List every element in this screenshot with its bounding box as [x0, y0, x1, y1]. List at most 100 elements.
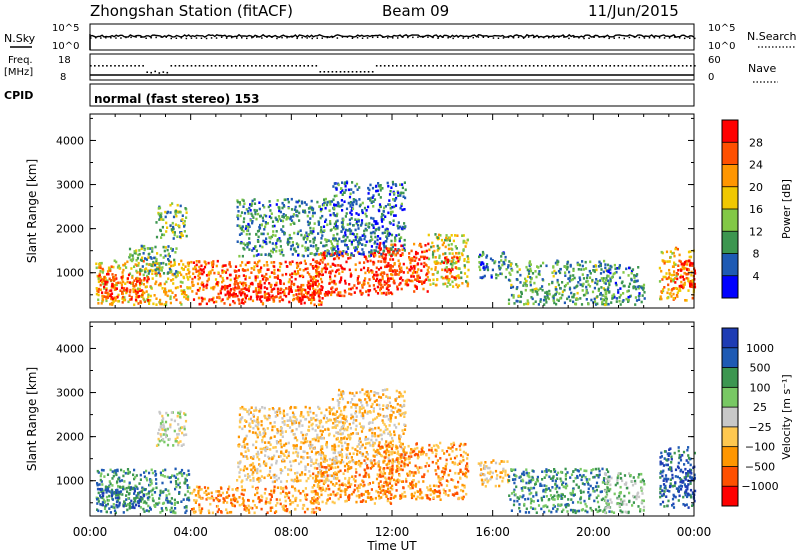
data-cell [658, 280, 662, 283]
data-cell [462, 239, 465, 243]
data-cell [271, 250, 274, 254]
data-cell [378, 209, 381, 213]
data-cell [604, 266, 607, 270]
data-cell [248, 511, 251, 514]
data-cell [673, 261, 676, 265]
data-cell [191, 277, 194, 281]
data-cell [604, 263, 607, 266]
data-cell [297, 489, 300, 493]
data-cell [323, 253, 326, 257]
data-cell [383, 206, 386, 210]
data-cell [193, 488, 196, 492]
data-cell [151, 488, 154, 492]
data-cell [310, 252, 313, 255]
data-cell [257, 452, 260, 456]
data-cell [318, 292, 321, 295]
data-cell [309, 500, 312, 503]
data-cell [158, 268, 161, 272]
data-cell [284, 495, 287, 499]
data-cell [106, 502, 109, 506]
data-cell [458, 276, 461, 280]
data-cell [606, 279, 609, 283]
data-cell [236, 294, 239, 298]
data-cell [397, 194, 400, 197]
nave-point [259, 65, 261, 67]
data-cell [258, 207, 261, 211]
data-cell [180, 273, 183, 277]
data-cell [523, 303, 526, 306]
data-cell [340, 199, 343, 202]
data-cell [361, 234, 364, 237]
data-cell [297, 230, 300, 234]
data-cell [678, 259, 681, 263]
data-cell [114, 496, 117, 500]
data-cell [293, 270, 296, 273]
data-cell [605, 299, 608, 302]
data-cell [137, 295, 140, 299]
data-cell [261, 435, 264, 439]
nsearch-point [603, 36, 605, 39]
data-cell [478, 255, 481, 259]
data-cell [129, 253, 132, 256]
data-cell [184, 419, 188, 423]
data-cell [124, 262, 127, 265]
data-cell [152, 262, 155, 265]
data-cell [432, 282, 435, 285]
data-cell [140, 281, 143, 285]
data-cell [363, 255, 366, 258]
data-cell [498, 266, 501, 269]
nave-point [182, 65, 185, 67]
data-cell [660, 250, 663, 254]
data-cell [354, 228, 357, 232]
data-cell [183, 292, 186, 296]
colorbar-segment [722, 253, 738, 277]
data-cell [379, 184, 382, 187]
colorbar-tick-label: 8 [753, 248, 760, 261]
data-cell [277, 215, 281, 218]
data-cell [279, 455, 282, 458]
data-cell [180, 259, 183, 263]
data-cell [250, 212, 253, 216]
data-cell [318, 272, 321, 276]
data-cell [309, 282, 312, 286]
data-cell [185, 479, 188, 482]
data-cell [582, 268, 586, 271]
data-cell [378, 251, 381, 254]
data-cell [693, 285, 697, 289]
data-cell [396, 287, 399, 291]
data-cell [607, 269, 610, 273]
data-cell [302, 236, 305, 240]
data-cell [122, 485, 125, 489]
data-cell [332, 237, 335, 240]
data-cell [291, 411, 295, 415]
data-cell [320, 489, 323, 493]
data-cell [324, 251, 327, 254]
data-cell [273, 476, 276, 479]
data-cell [295, 293, 298, 296]
nsearch-point [538, 36, 540, 39]
data-cell [668, 292, 671, 296]
data-cell [336, 225, 339, 229]
data-cell [257, 271, 260, 274]
data-cell [135, 295, 138, 299]
data-cell [329, 213, 332, 217]
data-cell [335, 220, 338, 224]
data-cell [287, 280, 290, 284]
data-cell [426, 268, 429, 272]
data-cell [277, 476, 280, 480]
data-cell [121, 295, 125, 299]
data-cell [339, 264, 342, 267]
data-cell [351, 207, 355, 211]
nave-point [416, 65, 418, 67]
data-cell [240, 453, 243, 456]
data-cell [539, 264, 542, 268]
data-cell [159, 214, 162, 218]
data-cell [422, 255, 425, 259]
data-cell [175, 275, 178, 278]
data-cell [117, 490, 120, 494]
data-cell [162, 233, 166, 237]
data-cell [328, 457, 331, 461]
nsearch-point [236, 37, 238, 39]
data-cell [237, 435, 240, 439]
data-cell [145, 493, 148, 496]
